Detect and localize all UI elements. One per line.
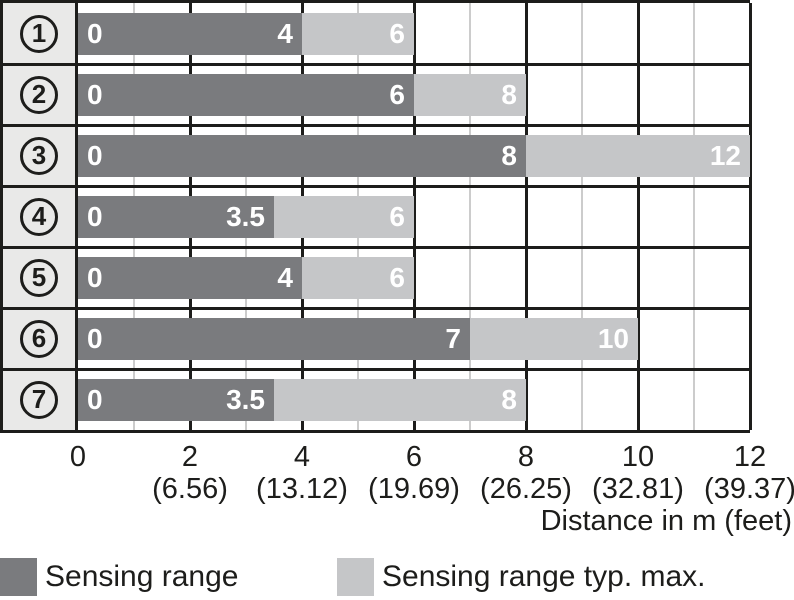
legend-swatch-sensing-range-typ-max xyxy=(337,558,374,596)
bar-sensing-range-typ-max: 8 xyxy=(274,378,526,421)
bar-sensing-range-typ-max: 6 xyxy=(302,12,414,55)
x-tick-label-feet: (26.25) xyxy=(480,473,572,505)
bar-light-value-label: 6 xyxy=(389,261,405,293)
bar-start-label: 0 xyxy=(87,78,103,110)
bar-dark-value-label: 4 xyxy=(277,261,293,293)
gridline-minor xyxy=(693,3,695,430)
legend-item: Sensing range typ. max. xyxy=(337,558,706,596)
bar-dark-value-label: 4 xyxy=(277,17,293,49)
row-separator xyxy=(0,367,750,371)
x-tick-label-m: 0 xyxy=(69,441,87,473)
x-tick-label-m: 6 xyxy=(405,441,423,473)
x-axis-title: Distance in m (feet) xyxy=(540,505,792,537)
row-separator xyxy=(0,62,750,66)
legend-label: Sensing range typ. max. xyxy=(382,560,706,593)
row-label-cell: 7 xyxy=(3,369,75,430)
bar-sensing-range: 0 3.5 xyxy=(78,195,274,238)
row-separator xyxy=(0,245,750,249)
x-tick-label-m: 8 xyxy=(517,441,535,473)
x-tick-label-m: 12 xyxy=(733,441,767,473)
bar-light-value-label: 6 xyxy=(389,200,405,232)
x-tick-label-feet: (13.12) xyxy=(256,473,348,505)
row-label-cell: 1 xyxy=(3,3,75,64)
gridline-minor xyxy=(581,3,583,430)
circled-number: 3 xyxy=(20,136,58,175)
bar-start-label: 0 xyxy=(87,139,103,171)
x-tick-label-feet: (39.37) xyxy=(704,473,794,505)
gridline-major xyxy=(524,3,528,430)
row-separator xyxy=(0,123,750,127)
x-tick-label-m: 2 xyxy=(181,441,199,473)
bar-start-label: 0 xyxy=(87,383,103,415)
row-label-cell: 3 xyxy=(3,125,75,186)
chart-left-border xyxy=(0,0,3,433)
row-label-cell: 4 xyxy=(3,186,75,247)
legend-swatch-sensing-range xyxy=(0,558,37,596)
bar-sensing-range-typ-max: 8 xyxy=(414,73,526,116)
x-tick-label-m: 4 xyxy=(293,441,311,473)
bar-sensing-range-typ-max: 6 xyxy=(274,195,414,238)
bar-sensing-range-typ-max: 10 xyxy=(470,317,638,360)
gridline-major xyxy=(412,3,416,430)
chart-area: 0 4 6 1 0 6 8 2 0 8 12 3 0 3.5 6 4 0 4 6 5 0 7 10 6 0 3.5 8 7 xyxy=(0,0,752,433)
bar-light-value-label: 6 xyxy=(389,17,405,49)
row-separator xyxy=(0,184,750,188)
bar-start-label: 0 xyxy=(87,200,103,232)
axis-zero-line xyxy=(75,0,78,433)
row-label-cell: 2 xyxy=(3,64,75,125)
bar-sensing-range: 0 3.5 xyxy=(78,378,274,421)
legend-label: Sensing range xyxy=(45,560,239,593)
bar-light-value-label: 12 xyxy=(709,139,741,171)
bar-start-label: 0 xyxy=(87,322,103,354)
bar-sensing-range-typ-max: 12 xyxy=(526,134,750,177)
legend-item: Sensing range xyxy=(0,558,238,596)
circled-number: 7 xyxy=(20,380,58,419)
bar-light-value-label: 10 xyxy=(597,322,629,354)
bar-light-value-label: 8 xyxy=(501,78,517,110)
gridline-major xyxy=(636,3,640,430)
x-tick-label-feet: (19.69) xyxy=(368,473,460,505)
x-tick-label-feet: (32.81) xyxy=(592,473,684,505)
bar-dark-value-label: 8 xyxy=(501,139,517,171)
gridline-minor xyxy=(469,3,471,430)
bar-dark-value-label: 3.5 xyxy=(226,200,265,232)
circled-number: 1 xyxy=(20,14,58,53)
bar-dark-value-label: 6 xyxy=(389,78,405,110)
circled-number: 6 xyxy=(20,319,58,358)
x-tick-label-m: 10 xyxy=(621,441,655,473)
x-tick-label-feet: (6.56) xyxy=(152,473,228,505)
chart-bottom-border xyxy=(0,430,750,433)
bar-sensing-range-typ-max: 6 xyxy=(302,256,414,299)
bar-dark-value-label: 3.5 xyxy=(226,383,265,415)
row-label-cell: 5 xyxy=(3,247,75,308)
chart-top-border xyxy=(0,0,750,3)
gridline-major xyxy=(748,3,752,430)
bar-light-value-label: 8 xyxy=(501,383,517,415)
bar-start-label: 0 xyxy=(87,261,103,293)
row-separator xyxy=(0,306,750,310)
row-label-cell: 6 xyxy=(3,308,75,369)
bar-start-label: 0 xyxy=(87,17,103,49)
bar-dark-value-label: 7 xyxy=(445,322,461,354)
circled-number: 4 xyxy=(20,197,58,236)
legend: Sensing range Sensing range typ. max. xyxy=(0,558,794,598)
circled-number: 2 xyxy=(20,75,58,114)
circled-number: 5 xyxy=(20,258,58,297)
